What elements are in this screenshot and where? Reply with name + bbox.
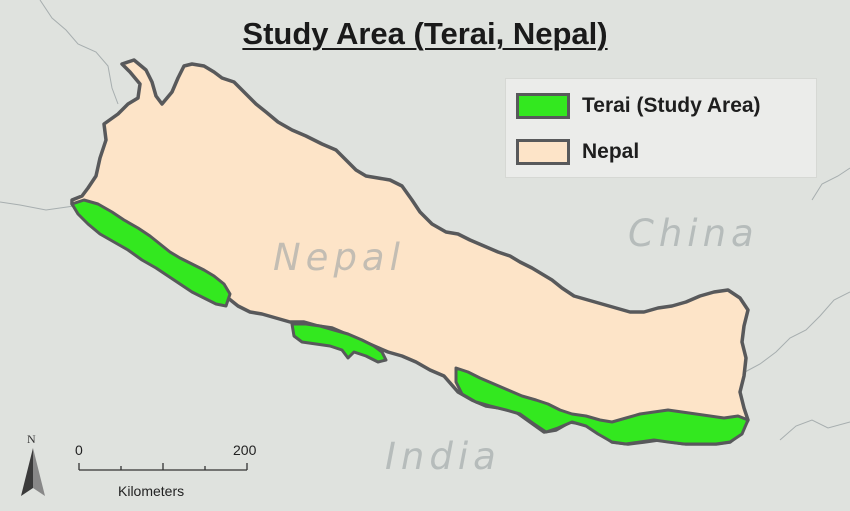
place-label-india: India xyxy=(385,435,501,478)
legend-swatch-nepal xyxy=(516,139,570,165)
map-title: Study Area (Terai, Nepal) xyxy=(242,16,608,51)
scale-bar-unit-label: Kilometers xyxy=(118,483,185,499)
terai-segment-west xyxy=(70,198,232,308)
terai-region xyxy=(70,198,750,446)
place-label-china: China xyxy=(628,212,759,255)
legend: Terai (Study Area) Nepal xyxy=(505,78,817,178)
north-arrow-icon xyxy=(21,448,45,496)
scale-bar-end-label: 200 xyxy=(233,442,257,458)
legend-label-terai: Terai (Study Area) xyxy=(582,94,761,117)
place-label-nepal: Nepal xyxy=(273,236,405,279)
neighbour-boundaries xyxy=(0,0,850,441)
legend-item-terai: Terai (Study Area) xyxy=(516,91,761,121)
north-arrow-label: N xyxy=(27,432,36,446)
terai-segment-east xyxy=(454,366,750,446)
scale-bar xyxy=(78,463,248,471)
legend-label-nepal: Nepal xyxy=(582,140,640,163)
scale-bar-start-label: 0 xyxy=(75,442,83,458)
legend-swatch-terai xyxy=(516,93,570,119)
terai-segment-central xyxy=(290,322,388,364)
legend-item-nepal: Nepal xyxy=(516,137,639,167)
